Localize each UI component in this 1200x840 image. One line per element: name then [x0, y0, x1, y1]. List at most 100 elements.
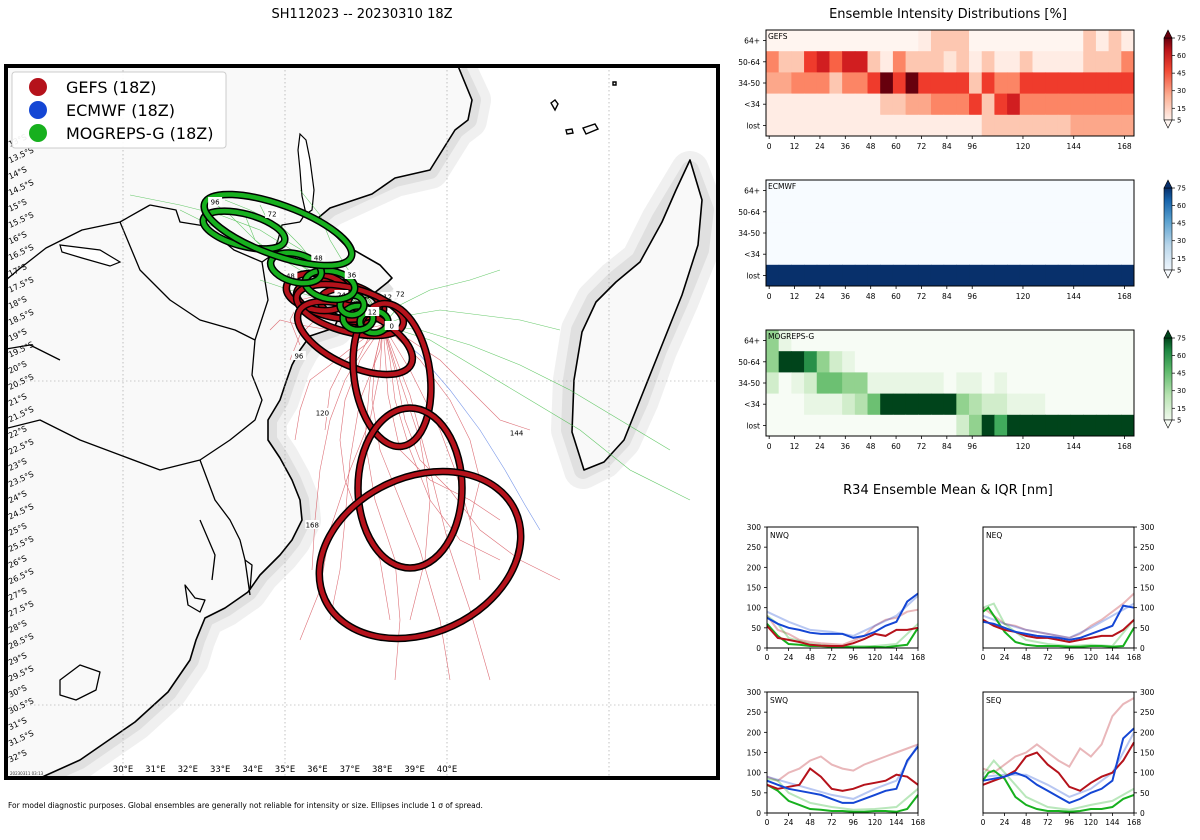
heatmap-cell	[1032, 243, 1046, 266]
heatmap-cell	[1083, 72, 1097, 95]
heatmap-gefs: GEFS 64+ 50-64 34-50 <34 lost 0 12 24 36 48 60 72 84 9…	[738, 29, 1186, 151]
r34-y-label: 200	[1140, 563, 1155, 572]
heatmap-cell	[994, 243, 1008, 266]
heatmap-cell	[1057, 51, 1072, 73]
colorbar-extend-min	[1163, 419, 1173, 429]
heatmap-cell	[791, 201, 805, 223]
heatmap-cell	[867, 180, 881, 202]
ecmwf-mean-line	[766, 745, 919, 804]
colorbar-extend-max	[1163, 29, 1173, 39]
heatmap-cell	[892, 114, 907, 137]
gefs-iqr-line	[982, 592, 1135, 639]
heatmap-cell	[880, 222, 894, 245]
colorbar-tick-label: 5	[1177, 417, 1181, 425]
heatmap-cell	[880, 114, 894, 137]
heatmap-cell	[1121, 393, 1135, 416]
heatmap-cell	[854, 330, 869, 352]
heatmap-cell	[930, 264, 945, 287]
heatmap-cell	[842, 264, 856, 287]
heatmap-cell	[1095, 72, 1110, 95]
heatmap-cell	[778, 330, 792, 352]
r34-panel-name: SWQ	[770, 696, 788, 705]
heatmap-cell	[1045, 72, 1059, 95]
heatmap-x-label: 60	[891, 292, 901, 301]
heatmap-row-label: <34	[744, 250, 760, 259]
heatmap-cell	[1007, 264, 1021, 287]
heatmap-cell	[918, 414, 932, 437]
tau-label-bg	[315, 408, 330, 417]
heatmap-cell	[791, 372, 805, 395]
heatmap-cell	[930, 351, 945, 373]
heatmap-cell	[994, 264, 1008, 287]
heatmap-cell	[829, 330, 843, 352]
heatmap-cell	[1032, 51, 1046, 73]
r34-x-label: 48	[805, 653, 815, 662]
r34-x-label: 24	[784, 818, 794, 827]
heatmap-cell	[1019, 264, 1033, 287]
heatmap-cell	[1121, 114, 1135, 137]
heatmap-cell	[1083, 51, 1097, 73]
heatmap-cell	[930, 180, 945, 202]
heatmap-cell	[943, 372, 957, 395]
heatmap-cell	[804, 222, 818, 245]
heatmap-cell	[943, 30, 957, 52]
heatmap-cell	[778, 243, 792, 266]
r34-x-label: 144	[889, 653, 904, 662]
heatmap-cell	[766, 114, 780, 137]
heatmap-cell	[816, 180, 830, 202]
heatmap-cell	[829, 243, 843, 266]
legend-gefs-marker	[29, 78, 47, 96]
heatmap-cell	[1121, 243, 1135, 266]
heatmap-x-label: 12	[790, 142, 800, 151]
heatmap-cell	[1108, 180, 1122, 202]
colorbar-extend-min	[1163, 269, 1173, 279]
heatmap-cell	[1083, 393, 1097, 416]
r34-x-label: 144	[1105, 818, 1120, 827]
heatmap-cell	[1045, 414, 1059, 437]
heatmap-cell	[1032, 93, 1046, 116]
heatmap-x-label: 60	[891, 142, 901, 151]
heatmap-cell	[969, 114, 983, 137]
heatmap-cell	[791, 264, 805, 287]
heatmap-cell	[766, 264, 780, 287]
heatmap-cell	[791, 93, 805, 116]
heatmap-cell	[829, 351, 843, 373]
heatmap-cell	[892, 243, 907, 266]
heatmap-cell	[854, 264, 869, 287]
heatmap-cell	[1019, 414, 1033, 437]
heatmap-cell	[930, 114, 945, 137]
heatmap-cell	[1083, 93, 1097, 116]
land-islands	[550, 81, 617, 135]
heatmap-cell	[1045, 30, 1059, 52]
heatmap-row-label: lost	[746, 421, 760, 430]
heatmap-cell	[1057, 30, 1072, 52]
r34-x-label: 72	[827, 818, 837, 827]
colorbar-tick-label: 15	[1177, 255, 1186, 263]
heatmap-cell	[778, 51, 792, 73]
heatmap-cell	[1019, 72, 1033, 95]
r34-panel-name: NEQ	[986, 531, 1002, 540]
heatmap-cell	[892, 72, 907, 95]
lon-tick-label: 33°E	[210, 765, 230, 775]
heatmap-cell	[1045, 201, 1059, 223]
r34-y-label: 0	[756, 809, 761, 818]
heatmap-cell	[918, 51, 932, 73]
heatmap-name: GEFS	[768, 32, 788, 41]
tau-label-bg	[305, 520, 320, 529]
mogreps-iqr-line	[766, 777, 919, 811]
colorbar-tick-label: 75	[1177, 335, 1186, 343]
heatmap-cell	[867, 393, 881, 416]
r34-x-label: 0	[765, 653, 770, 662]
tau-label-bg	[265, 209, 280, 218]
heatmap-cell	[1019, 51, 1033, 73]
heatmap-cell	[829, 30, 843, 52]
heatmap-x-label: 12	[790, 442, 800, 451]
heatmap-cell	[1095, 114, 1110, 137]
heatmap-x-label: 12	[790, 292, 800, 301]
r34-y-label: 300	[1140, 523, 1155, 532]
heatmap-cell	[854, 30, 869, 52]
heatmap-cell	[1070, 393, 1084, 416]
heatmap-cell	[816, 222, 830, 245]
legend-mogreps-label: MOGREPS-G (18Z)	[66, 124, 213, 143]
